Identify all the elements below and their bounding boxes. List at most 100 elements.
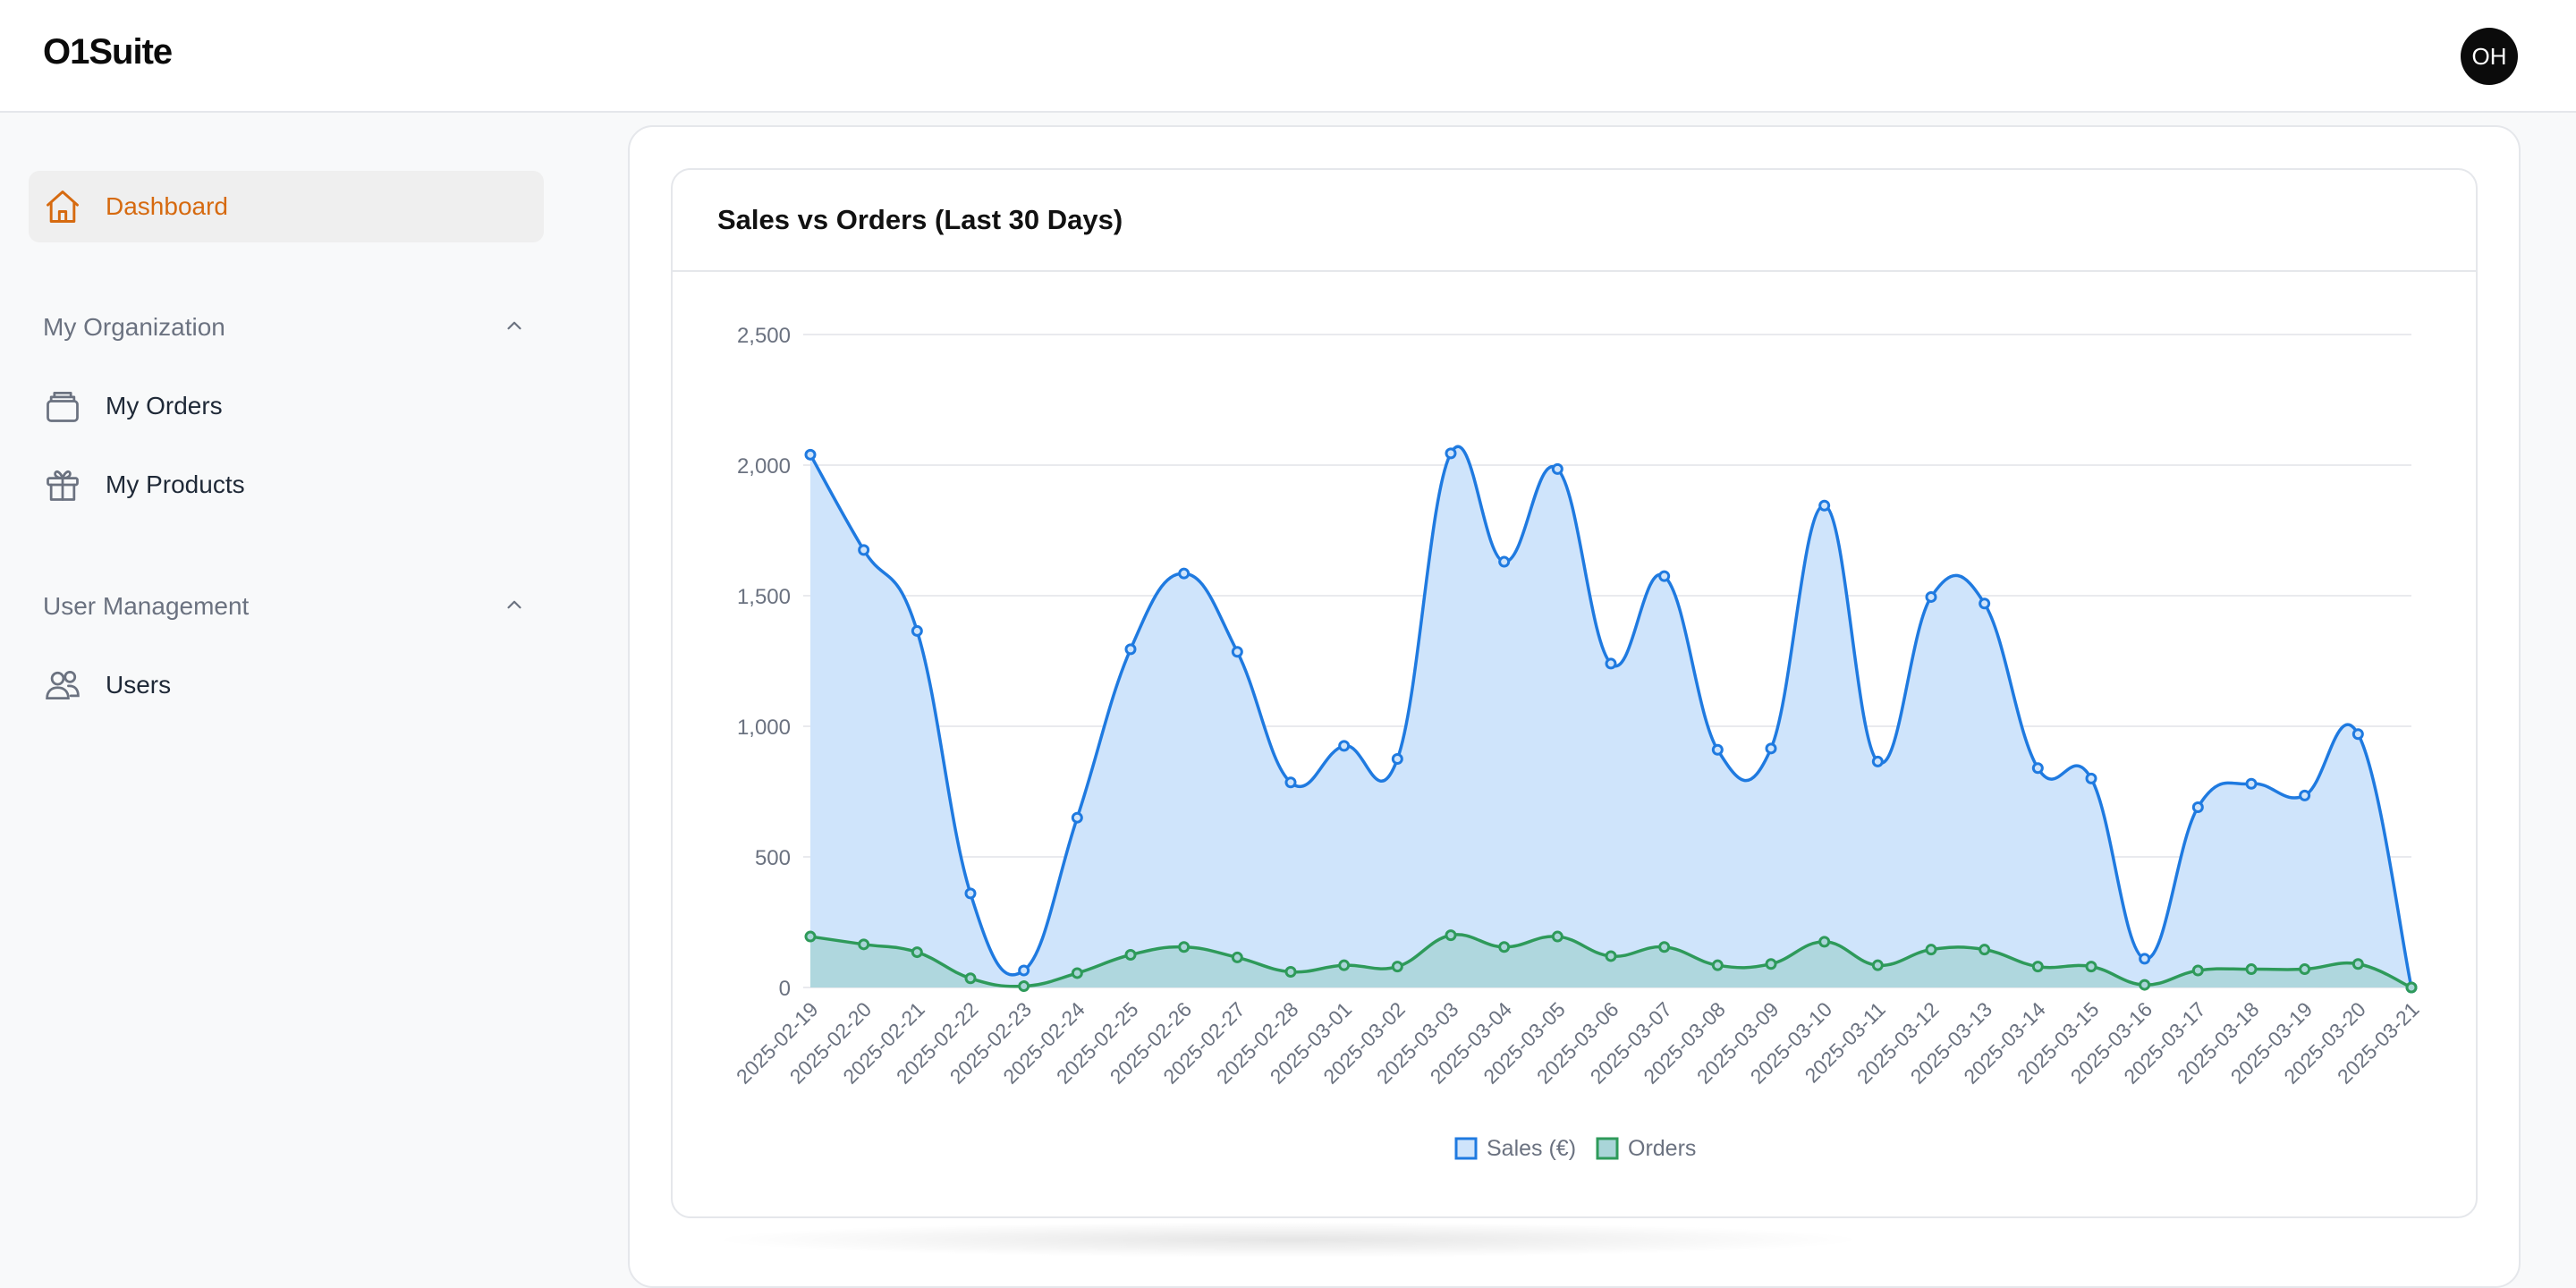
sidebar-item-dashboard[interactable]: Dashboard: [29, 171, 544, 242]
app-logo[interactable]: O1Suite: [43, 32, 173, 72]
sales-point: [1979, 597, 1991, 610]
orders-point: [2085, 961, 2097, 973]
sales-point: [1658, 570, 1671, 582]
sales-point: [2139, 953, 2151, 965]
sales-point: [1498, 555, 1511, 568]
chevron-up-icon[interactable]: [503, 314, 526, 342]
y-tick-label: 2,000: [737, 454, 791, 479]
orders-point: [804, 930, 817, 943]
next-card-shadow: [707, 1222, 1869, 1258]
orders-point: [2351, 958, 2364, 970]
section-title: My Organization: [43, 313, 225, 341]
orders-point: [1231, 951, 1243, 963]
orders-point: [1178, 941, 1191, 953]
orders-point: [858, 938, 870, 951]
orders-point: [1658, 941, 1671, 953]
orders-point: [1391, 961, 1403, 973]
sales-point: [1284, 776, 1297, 789]
sales-point: [964, 887, 977, 900]
sales-point: [1765, 742, 1777, 755]
home-icon: [41, 185, 84, 228]
sales-legend-label: Sales (€): [1487, 1136, 1576, 1161]
section-user-management[interactable]: User Management: [43, 589, 526, 624]
orders-point: [1765, 958, 1777, 970]
box-icon: [41, 385, 84, 428]
sales-line: [809, 445, 2413, 988]
sales-point: [2245, 777, 2258, 790]
section-title: User Management: [43, 592, 250, 620]
sales-point: [1445, 447, 1457, 460]
sales-point: [1178, 567, 1191, 580]
sidebar-item-my-orders[interactable]: My Orders: [29, 370, 544, 442]
orders-point: [964, 972, 977, 985]
y-tick-label: 1,000: [737, 716, 791, 740]
gift-icon: [41, 463, 84, 506]
sales-point: [911, 624, 923, 637]
orders-point: [2031, 961, 2044, 973]
orders-point: [1551, 930, 1563, 943]
sales-point: [804, 448, 817, 461]
orders-legend-swatch: [1596, 1137, 1619, 1160]
sales-point: [1818, 499, 1831, 512]
section-my-organization[interactable]: My Organization: [43, 309, 526, 345]
sales-orders-card: Sales vs Orders (Last 30 Days) 0 500 1,000…: [671, 168, 2478, 1218]
user-avatar[interactable]: OH: [2461, 28, 2518, 85]
sales-legend-swatch: [1454, 1137, 1478, 1160]
y-tick-label: 1,500: [737, 585, 791, 609]
sales-area: [810, 446, 2411, 987]
orders-point: [1925, 944, 1937, 956]
orders-point: [2405, 981, 2418, 994]
orders-point: [1071, 967, 1083, 979]
sidebar-item-label: Dashboard: [106, 192, 228, 220]
orders-point: [1979, 944, 1991, 956]
y-tick-label: 500: [755, 846, 791, 870]
top-header: O1Suite OH: [0, 0, 2576, 113]
orders-point: [1605, 950, 1617, 962]
orders-point: [911, 946, 923, 959]
orders-legend-label: Orders: [1628, 1136, 1696, 1161]
sales-point: [2031, 762, 2044, 775]
sales-point: [858, 544, 870, 556]
orders-point: [1338, 959, 1351, 971]
orders-point: [2139, 979, 2151, 991]
orders-point: [1445, 929, 1457, 942]
orders-point: [1124, 949, 1137, 961]
users-icon: [41, 664, 84, 707]
sales-point: [1605, 657, 1617, 670]
chevron-up-icon[interactable]: [503, 593, 526, 621]
orders-point: [1284, 965, 1297, 978]
orders-point: [2245, 963, 2258, 976]
sales-point: [2299, 789, 2311, 801]
sales-point: [1231, 646, 1243, 658]
y-tick-label: 2,500: [737, 324, 791, 348]
orders-point: [1498, 941, 1511, 953]
sales-point: [2085, 772, 2097, 784]
sales-point: [1711, 743, 1724, 756]
sidebar-item-label: My Products: [106, 470, 245, 498]
sales-point: [1071, 811, 1083, 824]
sales-point: [1391, 753, 1403, 765]
sales-point: [1124, 643, 1137, 656]
sales-point: [1551, 462, 1563, 475]
sales-point: [2351, 728, 2364, 741]
orders-point: [2191, 964, 2204, 977]
orders-point: [1818, 936, 1831, 948]
sidebar-item-my-products[interactable]: My Products: [29, 449, 544, 521]
sidebar-item-users[interactable]: Users: [29, 649, 544, 721]
orders-point: [1871, 959, 1884, 971]
sidebar: Dashboard My Organization My Orders My P…: [0, 113, 572, 1245]
sales-point: [1925, 590, 1937, 603]
sidebar-item-label: My Orders: [106, 392, 223, 419]
orders-point: [2299, 963, 2311, 976]
sales-point: [2191, 801, 2204, 814]
orders-point: [1018, 980, 1030, 993]
card-header: Sales vs Orders (Last 30 Days): [673, 170, 2476, 272]
sales-point: [1338, 740, 1351, 752]
orders-point: [1711, 959, 1724, 971]
sales-point: [1871, 755, 1884, 767]
sales-orders-chart: 05001,0001,5002,0002,5002025-02-192025-0…: [732, 324, 2424, 1161]
card-title: Sales vs Orders (Last 30 Days): [717, 204, 1123, 235]
sidebar-item-label: Users: [106, 671, 172, 699]
sales-point: [1018, 964, 1030, 977]
y-tick-label: 0: [779, 977, 791, 1001]
